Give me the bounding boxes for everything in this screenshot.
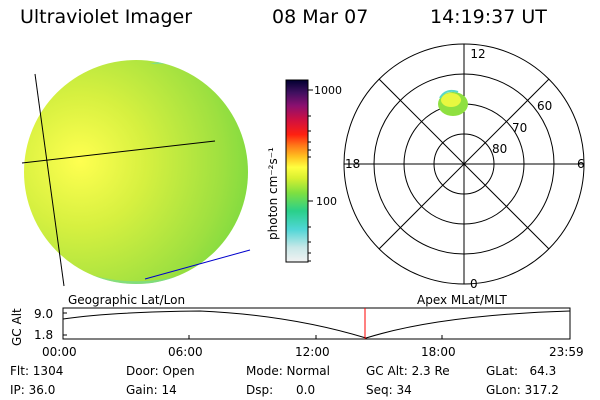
colorbar-label-100: 100 <box>316 195 337 208</box>
door-status: Door: Open <box>126 364 195 378</box>
date-label: 08 Mar 07 <box>272 6 369 28</box>
mlat-label-70: 70 <box>512 121 527 135</box>
altitude-curve <box>62 310 571 339</box>
right-projection-label: Apex MLat/MLT <box>417 293 507 307</box>
polar-plot <box>343 43 585 285</box>
uv-earth-image <box>21 60 251 287</box>
left-projection-label: Geographic Lat/Lon <box>68 293 185 307</box>
mlt-label-0: 0 <box>470 277 478 291</box>
mlt-label-12: 12 <box>470 47 485 61</box>
aurora-rim <box>439 89 459 99</box>
gain-value: Gain: 14 <box>126 383 177 397</box>
mlat-label-80: 80 <box>492 142 507 156</box>
mlat-label-60: 60 <box>537 99 552 113</box>
dsp-value: Dsp: 0.0 <box>246 383 316 397</box>
altitude-ytick-1-8: 1.8 <box>34 328 53 342</box>
geographic-longitude: GLon: 317.2 <box>486 383 559 397</box>
altitude-plot <box>62 307 571 340</box>
geographic-latitude: GLat: 64.3 <box>486 364 557 378</box>
time-label: 14:19:37 UT <box>430 6 547 28</box>
mode-value: Mode: Normal <box>246 364 330 378</box>
flight-number: Flt: 1304 <box>10 364 64 378</box>
mlt-label-6: 6 <box>577 157 585 171</box>
time-tick-2359: 23:59 <box>549 345 584 359</box>
instrument-title: Ultraviolet Imager <box>20 6 193 28</box>
time-tick-1800: 18:00 <box>421 345 456 359</box>
time-tick-0600: 06:00 <box>168 345 203 359</box>
colorbar <box>285 79 313 263</box>
earth-disk <box>24 60 248 284</box>
time-tick-1200: 12:00 <box>295 345 330 359</box>
terminator-line <box>144 249 251 280</box>
gc-altitude: GC Alt: 2.3 Re <box>366 364 450 378</box>
aurora-spot-core <box>441 93 461 107</box>
ip-value: IP: 36.0 <box>10 383 56 397</box>
time-tick-0000: 00:00 <box>42 345 77 359</box>
altitude-ytick-9: 9.0 <box>34 307 53 321</box>
colorbar-label-1000: 1000 <box>314 84 342 97</box>
mlt-label-18: 18 <box>345 157 360 171</box>
latitude-line <box>21 140 216 164</box>
longitude-line <box>34 73 65 287</box>
colorbar-gradient <box>285 79 309 263</box>
polar-auroral-blob <box>438 89 468 116</box>
altitude-ylabel: GC Alt <box>10 308 24 346</box>
polar-diagonal <box>378 78 550 250</box>
sequence-number: Seq: 34 <box>366 383 412 397</box>
colorbar-unit-label: photon cm⁻²s⁻¹ <box>266 147 280 240</box>
altitude-frame <box>62 307 571 340</box>
